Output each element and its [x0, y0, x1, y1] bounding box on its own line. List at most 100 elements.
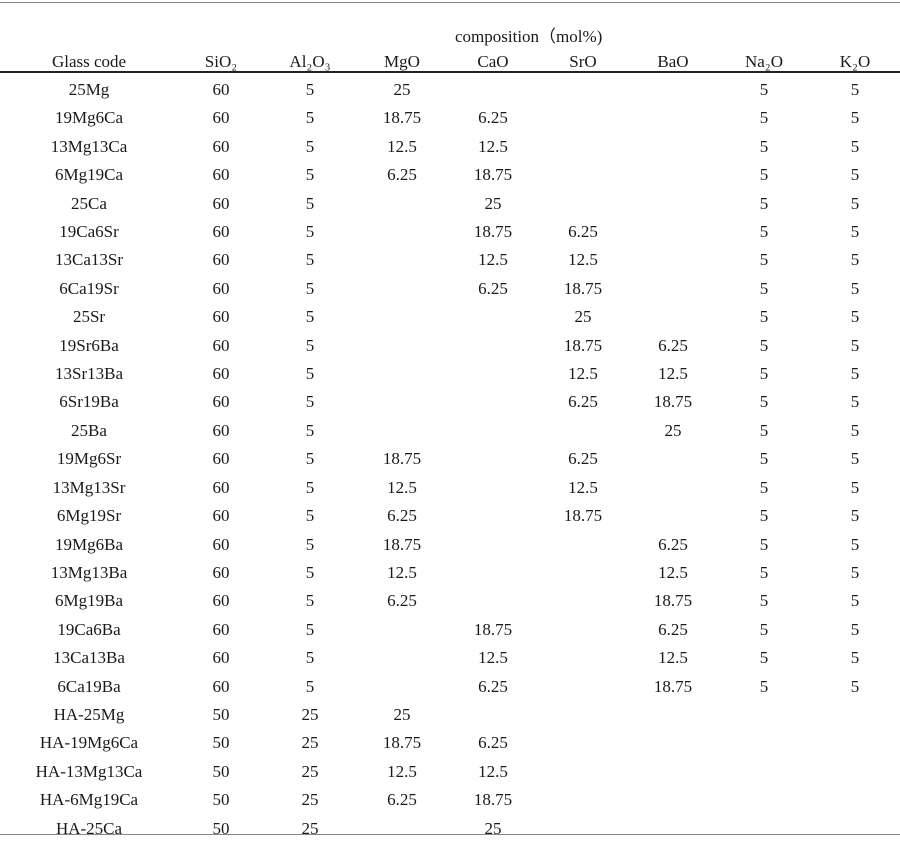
cell-glass-code: 19Ca6Sr	[59, 222, 119, 242]
cell-al2o3: 5	[305, 534, 315, 554]
cell-k2o	[810, 786, 900, 814]
cell-bao	[628, 190, 718, 218]
cell-al2o3: 5	[305, 193, 315, 213]
column-header-k2o: K₂O	[839, 52, 871, 71]
cell-mgo: 12.5	[387, 136, 417, 156]
cell-glass-code: 6Mg19Ca	[55, 165, 123, 185]
cell-glass-code: 13Mg13Ba	[50, 562, 128, 582]
cell-sro: 6.25	[568, 449, 598, 469]
cell-sio2: 50	[212, 818, 230, 838]
cell-bao	[628, 729, 718, 757]
cell-cao	[448, 445, 538, 473]
cell-mgo: 18.75	[382, 534, 422, 554]
cell-sro: 6.25	[568, 222, 598, 242]
table-row: 6Mg19Ba 60 5 6.25 18.75 5 5	[0, 587, 900, 615]
cell-glass-code: 19Mg6Ca	[55, 108, 123, 128]
cell-na2o: 5	[759, 676, 769, 696]
cell-al2o3: 5	[305, 392, 315, 412]
cell-sio2: 60	[212, 165, 230, 185]
column-header-glass-code: Glass code	[51, 52, 127, 71]
cell-mgo	[356, 360, 448, 388]
cell-al2o3: 5	[305, 562, 315, 582]
cell-glass-code: 6Ca19Sr	[59, 278, 119, 298]
cell-na2o: 5	[759, 506, 769, 526]
cell-mgo: 12.5	[387, 761, 417, 781]
cell-al2o3: 5	[305, 619, 315, 639]
cell-sro	[538, 559, 628, 587]
cell-mgo	[356, 644, 448, 672]
cell-sro	[538, 815, 628, 843]
table-bottom-rule	[0, 834, 900, 835]
cell-sio2: 60	[212, 506, 230, 526]
cell-sio2: 60	[212, 307, 230, 327]
cell-mgo	[356, 417, 448, 445]
cell-k2o: 5	[850, 364, 860, 384]
cell-glass-code: 13Sr13Ba	[55, 364, 123, 384]
cell-cao	[448, 502, 538, 530]
cell-glass-code: HA-19Mg6Ca	[39, 733, 139, 753]
cell-mgo: 6.25	[387, 506, 417, 526]
table-row: 25Mg 60 5 25 5 5	[0, 73, 900, 104]
cell-bao: 18.75	[653, 676, 693, 696]
cell-mgo	[356, 388, 448, 416]
cell-mgo: 18.75	[382, 449, 422, 469]
table-row: 6Ca19Ba 60 5 6.25 18.75 5 5	[0, 673, 900, 701]
cell-na2o: 5	[759, 278, 769, 298]
cell-mgo: 18.75	[382, 733, 422, 753]
cell-k2o: 5	[850, 477, 860, 497]
cell-al2o3: 25	[301, 733, 319, 753]
cell-na2o: 5	[759, 364, 769, 384]
table-row: 13Ca13Sr 60 5 12.5 12.5 5 5	[0, 246, 900, 274]
cell-cao: 25	[484, 818, 502, 838]
cell-al2o3: 5	[305, 648, 315, 668]
cell-al2o3: 5	[305, 278, 315, 298]
cell-glass-code: 13Ca13Sr	[55, 250, 123, 270]
cell-na2o: 5	[759, 534, 769, 554]
cell-sio2: 60	[212, 222, 230, 242]
cell-al2o3: 5	[305, 506, 315, 526]
cell-glass-code: HA-25Ca	[55, 818, 123, 838]
cell-k2o	[810, 758, 900, 786]
column-header-bao: BaO	[657, 52, 689, 71]
cell-na2o: 5	[759, 477, 769, 497]
cell-bao: 12.5	[658, 648, 688, 668]
cell-k2o	[810, 701, 900, 729]
cell-cao: 12.5	[478, 250, 508, 270]
cell-bao	[628, 73, 718, 104]
cell-k2o: 5	[850, 307, 860, 327]
cell-sio2: 60	[212, 534, 230, 554]
table-row: 19Mg6Ba 60 5 18.75 6.25 5 5	[0, 531, 900, 559]
cell-sro: 18.75	[563, 278, 603, 298]
cell-sro	[538, 73, 628, 104]
cell-mgo	[356, 190, 448, 218]
cell-al2o3: 25	[301, 704, 319, 724]
cell-k2o: 5	[850, 619, 860, 639]
cell-cao	[448, 332, 538, 360]
cell-na2o: 5	[759, 307, 769, 327]
composition-group-heading: composition（mol%)	[455, 27, 603, 46]
table-row: HA-25Mg 50 25 25	[0, 701, 900, 729]
cell-bao: 6.25	[658, 335, 688, 355]
cell-bao	[628, 474, 718, 502]
cell-sio2: 50	[212, 790, 230, 810]
cell-k2o: 5	[850, 278, 860, 298]
cell-mgo: 6.25	[387, 591, 417, 611]
cell-k2o: 5	[850, 420, 860, 440]
cell-glass-code: 19Mg6Ba	[55, 534, 123, 554]
cell-cao: 25	[484, 193, 502, 213]
cell-bao: 12.5	[658, 364, 688, 384]
cell-k2o	[810, 815, 900, 843]
cell-k2o: 5	[850, 591, 860, 611]
cell-sio2: 60	[212, 335, 230, 355]
cell-mgo: 18.75	[382, 108, 422, 128]
cell-glass-code: HA-25Mg	[53, 704, 125, 724]
cell-sro: 18.75	[563, 506, 603, 526]
cell-mgo: 6.25	[387, 165, 417, 185]
cell-al2o3: 5	[305, 307, 315, 327]
cell-sro: 12.5	[568, 477, 598, 497]
cell-glass-code: 6Mg19Sr	[56, 506, 122, 526]
cell-al2o3: 5	[305, 676, 315, 696]
cell-na2o: 5	[759, 591, 769, 611]
cell-cao: 6.25	[478, 733, 508, 753]
